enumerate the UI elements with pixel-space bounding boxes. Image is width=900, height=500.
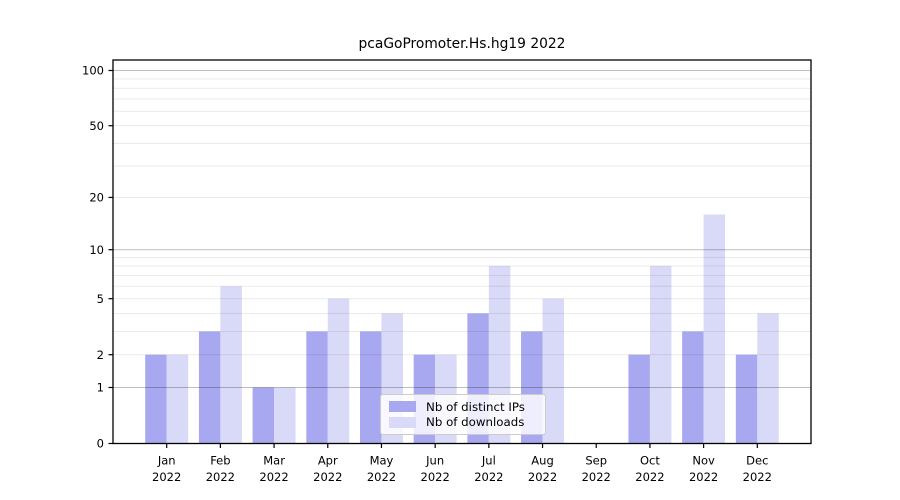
bar-distinct-ips (306, 331, 328, 444)
bar-distinct-ips (359, 331, 382, 444)
x-tick-label-month: Jun (425, 454, 444, 468)
y-tick-label: 20 (89, 191, 104, 205)
x-tick-label-year: 2022 (421, 470, 450, 484)
bar-downloads (757, 313, 779, 444)
legend-label-downloads: Nb of downloads (426, 415, 525, 430)
x-tick-label-month: Mar (263, 454, 285, 468)
y-tick-label: 0 (97, 437, 104, 451)
bar-downloads (542, 298, 565, 444)
x-tick-label-month: Feb (210, 454, 230, 468)
legend-label-distinct-ips: Nb of distinct IPs (426, 399, 525, 414)
x-tick-label-year: 2022 (743, 470, 772, 484)
y-tick-label: 2 (97, 348, 104, 362)
bar-distinct-ips (252, 387, 275, 444)
x-tick-label-year: 2022 (152, 470, 181, 484)
x-tick-label-month: Sep (585, 454, 607, 468)
y-tick-label: 5 (97, 292, 104, 306)
bar-distinct-ips (682, 331, 704, 444)
x-tick-label-year: 2022 (313, 470, 342, 484)
x-tick-label-year: 2022 (367, 470, 396, 484)
bar-distinct-ips (628, 354, 650, 444)
x-tick-label-month: Oct (640, 454, 660, 468)
bar-downloads (703, 214, 726, 444)
x-tick-label-year: 2022 (689, 470, 718, 484)
legend-swatch-distinct-ips-icon (389, 401, 416, 413)
x-tick-label-month: Aug (531, 454, 553, 468)
x-tick-label-month: Jan (157, 454, 176, 468)
legend-item-downloads: Nb of downloads (389, 415, 536, 429)
bar-distinct-ips (145, 354, 167, 444)
x-tick-label-month: Apr (318, 454, 338, 468)
x-tick-label-year: 2022 (582, 470, 611, 484)
legend-swatch-downloads-icon (389, 416, 416, 428)
x-tick-label-month: Jul (481, 454, 496, 468)
y-tick-label: 1 (97, 381, 104, 395)
x-tick-label-month: Nov (692, 454, 715, 468)
bar-distinct-ips (735, 354, 758, 444)
bar-downloads (166, 354, 189, 444)
legend-item-distinct-ips: Nb of distinct IPs (389, 400, 536, 414)
x-tick-label-year: 2022 (206, 470, 235, 484)
x-tick-label-year: 2022 (474, 470, 503, 484)
x-tick-label-year: 2022 (635, 470, 664, 484)
plot-frame (112, 59, 812, 445)
x-tick-label-year: 2022 (259, 470, 288, 484)
chart-title: pcaGoPromoter.Hs.hg19 2022 (358, 36, 566, 52)
legend: Nb of distinct IPs Nb of downloads (380, 394, 546, 435)
y-tick-label: 100 (82, 64, 104, 78)
x-tick-label-year: 2022 (528, 470, 557, 484)
bar-downloads (220, 286, 242, 444)
bar-downloads (327, 298, 350, 444)
x-tick-label-month: May (370, 454, 394, 468)
x-tick-label-month: Dec (746, 454, 768, 468)
bar-downloads (649, 265, 672, 444)
bar-downloads (274, 387, 296, 444)
y-tick-label: 50 (89, 119, 104, 133)
bar-distinct-ips (198, 331, 221, 444)
y-tick-label: 10 (89, 243, 104, 257)
